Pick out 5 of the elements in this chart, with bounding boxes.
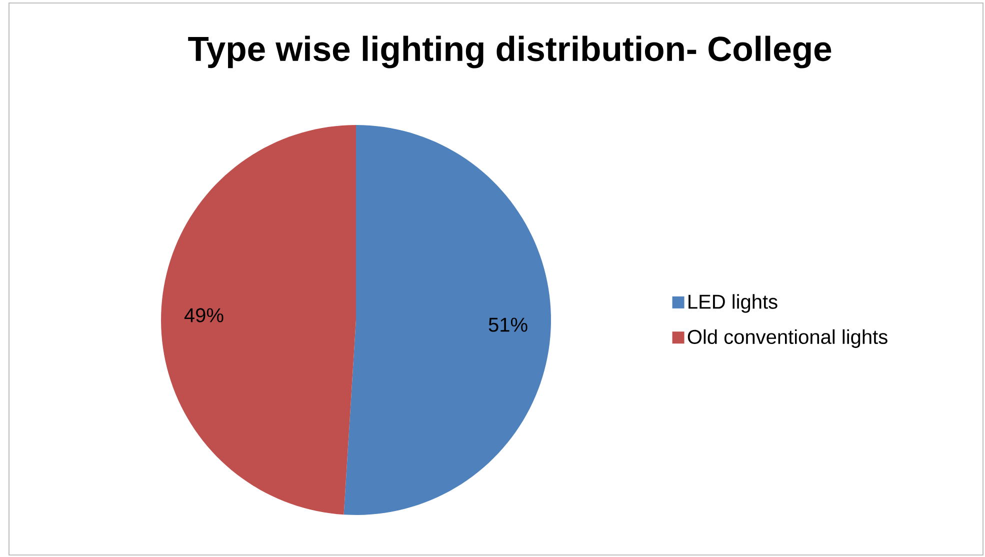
legend-label: Old conventional lights: [688, 329, 888, 348]
legend-label: LED lights: [688, 294, 778, 313]
data-label: 49%: [184, 308, 224, 322]
chart-title: Type wise lighting distribution- College: [188, 36, 832, 68]
data-label: 51%: [488, 318, 528, 332]
